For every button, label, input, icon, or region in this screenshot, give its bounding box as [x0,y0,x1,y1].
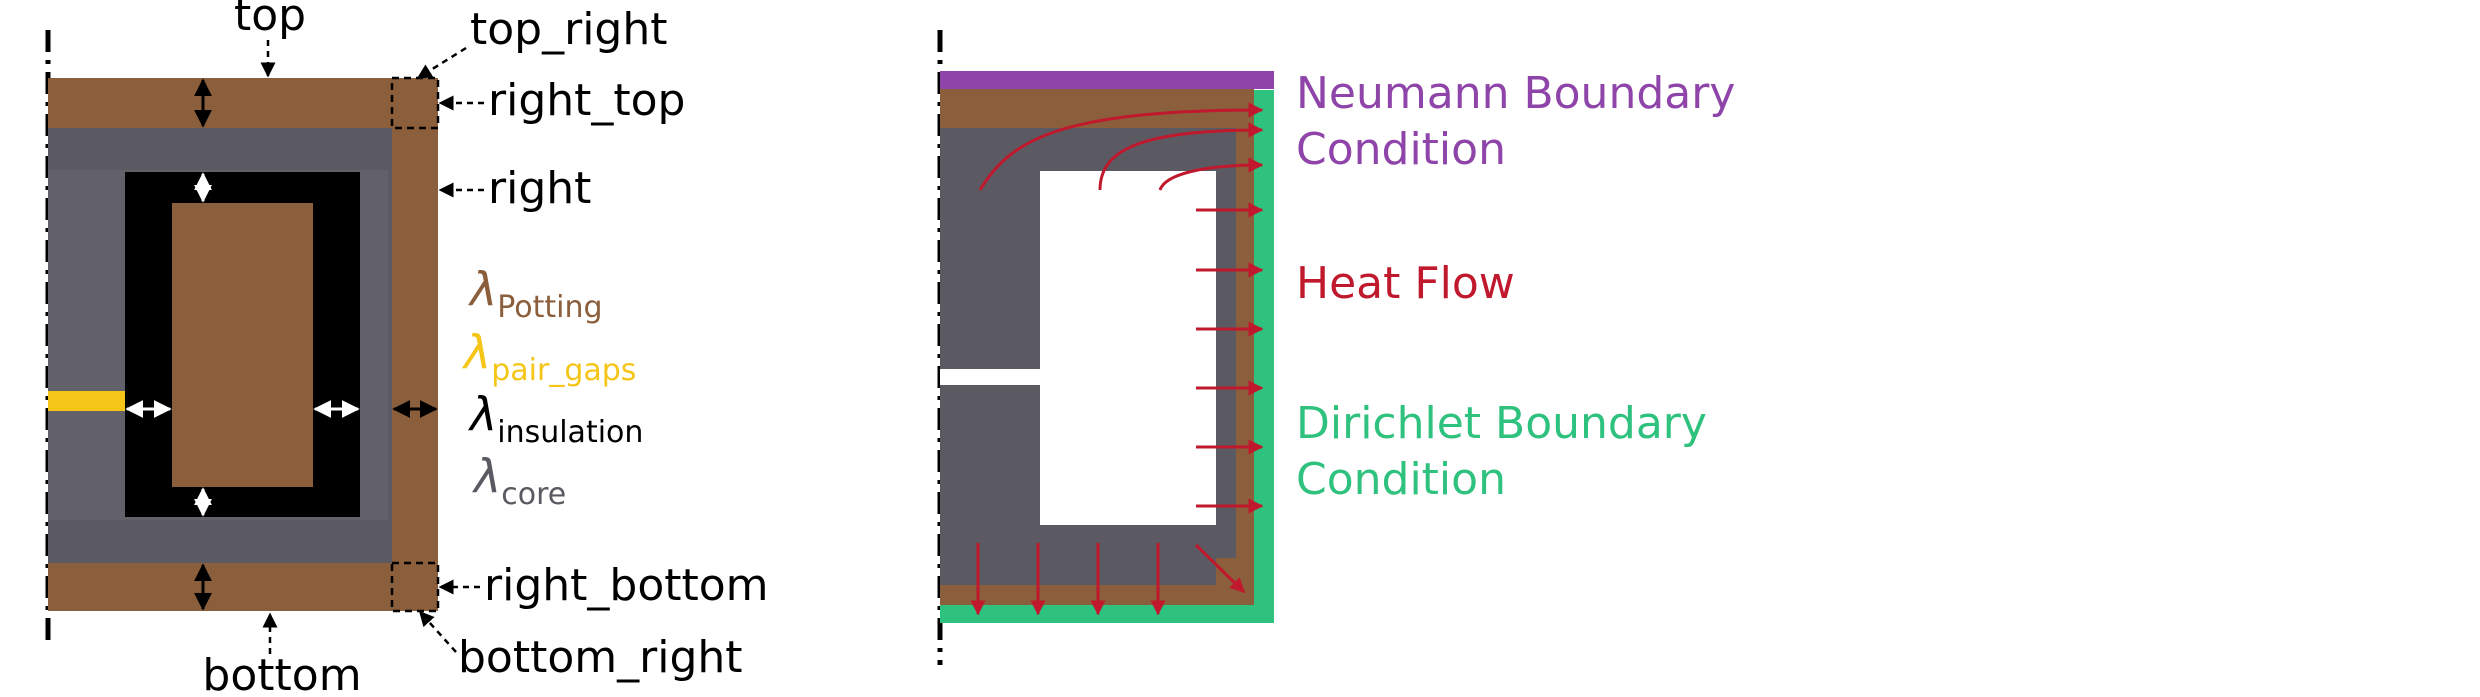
legend-pair-gaps-subscript: pair_gaps [491,353,636,388]
pair-gap [48,391,125,411]
heat-arrow-curve-3 [1158,157,1264,191]
legend-core-subscript: core [501,477,566,512]
left-diagram: top top_right right_top right right_bott… [45,0,769,697]
leader-bottom-right [418,610,457,653]
neumann-label-line1: Neumann Boundary [1296,68,1735,119]
core-right-dark [1216,128,1236,558]
dirichlet-label-line2: Condition [1296,454,1506,505]
dirichlet-label-line1: Dirichlet Boundary [1296,398,1707,449]
leader-top-right [416,46,467,80]
potting-bottom [48,563,438,611]
legend-pair-gaps: λpair_gaps [461,325,636,388]
label-bottom-right: bottom_right [458,632,743,683]
heat-flow-arrows [970,102,1264,616]
winding-window [1040,171,1216,525]
legend-potting-symbol: λ [467,262,497,316]
label-right-top: right_top [488,75,685,126]
label-right: right [488,163,591,214]
label-bottom: bottom [202,650,361,697]
potting-right [392,78,438,611]
heat-flow-label: Heat Flow [1296,258,1515,309]
neumann-boundary [940,71,1274,89]
heat-arrow-curve-1 [978,102,1264,191]
legend-insulation: λinsulation [467,387,643,450]
legend-core-symbol: λ [471,449,501,503]
legend-potting-subscript: Potting [497,290,602,325]
dirichlet-boundary [1254,90,1274,623]
heat-arrow-diag [1194,543,1246,594]
label-right-bottom: right_bottom [484,560,769,611]
potting-top [48,78,438,128]
legend-potting: λPotting [467,262,603,325]
legend-insulation-symbol: λ [467,387,497,441]
legend-pair-gaps-symbol: λ [461,325,491,379]
air-gap [940,369,1040,385]
right-diagram: Neumann Boundary Condition Heat Flow Dir… [937,30,1735,665]
label-top: top [234,0,306,41]
legend-insulation-subscript: insulation [497,415,643,450]
legend-core: λcore [471,449,566,512]
winding [172,203,313,487]
label-top-right: top_right [470,4,667,55]
dirichlet-boundary-bottom [940,605,1274,623]
heat-arrow-curve-2 [1098,122,1264,191]
neumann-label-line2: Condition [1296,124,1506,175]
